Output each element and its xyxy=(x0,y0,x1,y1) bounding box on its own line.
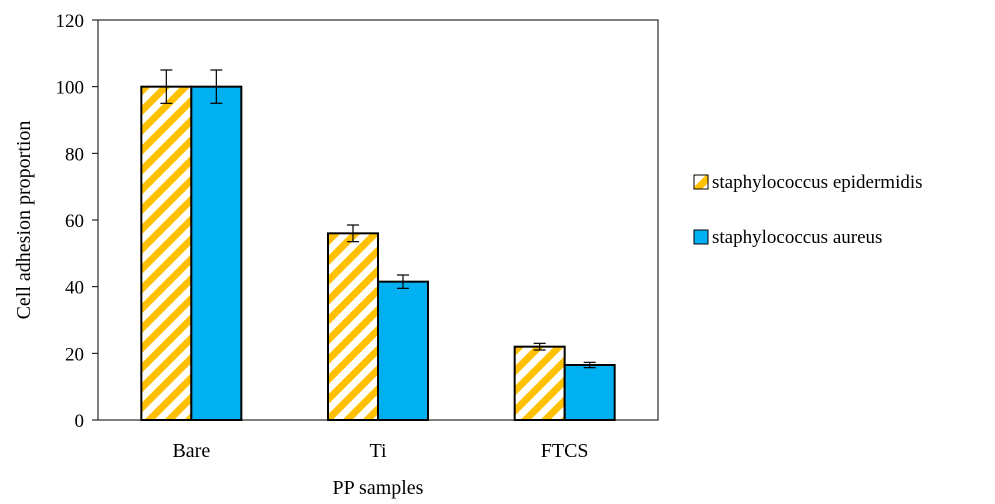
y-tick-label: 60 xyxy=(65,211,84,232)
bar-aureus-bare xyxy=(190,85,243,422)
x-axis: Bare Ti FTCS xyxy=(172,440,588,462)
x-tick-label: Bare xyxy=(172,440,210,462)
y-axis: 0 20 40 60 80 100 120 xyxy=(56,11,98,432)
legend: staphylococcus epidermidis staphylococcu… xyxy=(693,172,923,248)
x-axis-title: PP samples xyxy=(333,477,424,499)
y-tick-label: 80 xyxy=(65,144,84,165)
bars-group xyxy=(140,69,616,422)
bar-epidermidis-bare xyxy=(140,85,193,422)
legend-swatch-aureus xyxy=(693,229,709,245)
y-tick-label: 40 xyxy=(65,278,84,299)
bar-epidermidis-ti xyxy=(327,232,379,421)
legend-label-epidermidis: staphylococcus epidermidis xyxy=(712,172,923,193)
y-tick-label: 0 xyxy=(75,411,85,432)
bar-epidermidis-ftcs xyxy=(513,345,566,421)
y-axis-title: Cell adhesion proportion xyxy=(13,121,35,320)
x-tick-label: Ti xyxy=(369,440,387,462)
legend-swatch-epidermidis xyxy=(693,174,709,190)
y-tick-label: 100 xyxy=(56,78,85,99)
bar-aureus-ftcs xyxy=(563,364,616,421)
bar-aureus-ti xyxy=(377,280,429,421)
y-tick-label: 120 xyxy=(56,11,85,32)
y-tick-label: 20 xyxy=(65,344,84,365)
legend-label-aureus: staphylococcus aureus xyxy=(712,227,882,248)
x-tick-label: FTCS xyxy=(541,440,589,462)
